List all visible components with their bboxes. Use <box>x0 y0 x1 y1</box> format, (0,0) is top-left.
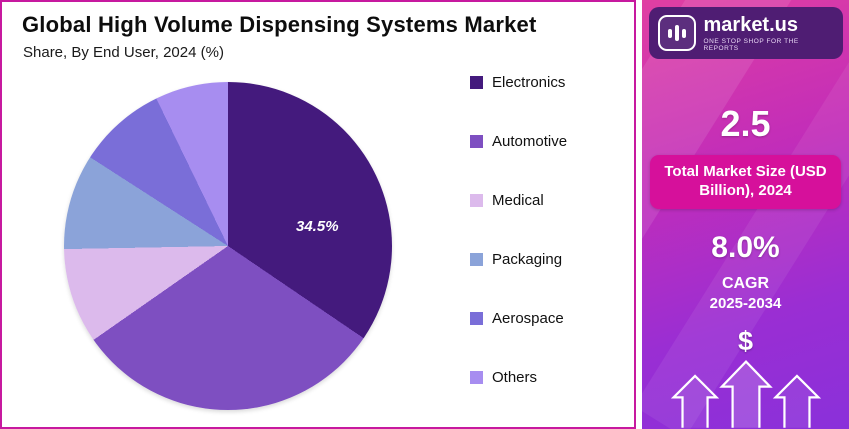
logo-tagline: ONE STOP SHOP FOR THE REPORTS <box>703 37 799 52</box>
legend-label-packaging: Packaging <box>492 251 563 268</box>
legend-item-packaging: Packaging <box>470 251 567 268</box>
electronics-share-label: 34.5% <box>296 218 339 235</box>
chart-title: Global High Volume Dispensing Systems Ma… <box>22 12 537 37</box>
legend-swatch-aerospace <box>470 312 483 325</box>
legend-label-electronics: Electronics <box>492 74 566 91</box>
legend-label-aerospace: Aerospace <box>492 310 564 327</box>
cagr-period: 2025-2034 <box>709 294 782 312</box>
legend: Electronics Automotive Medical Packaging… <box>470 74 567 386</box>
pie-chart <box>64 82 392 410</box>
legend-item-automotive: Automotive <box>470 133 567 150</box>
pie-chart-wrap: 34.5% <box>64 82 392 410</box>
legend-label-others: Others <box>492 369 538 386</box>
legend-swatch-packaging <box>470 253 483 266</box>
legend-swatch-others <box>470 371 483 384</box>
legend-label-medical: Medical <box>492 192 544 209</box>
chart-subtitle: Share, By End User, 2024 (%) <box>23 44 224 61</box>
marketus-logo: market.us ONE STOP SHOP FOR THE REPORTS <box>648 7 843 59</box>
market-size-label: Total Market Size (USD Billion), 2024 <box>650 155 841 209</box>
legend-swatch-medical <box>470 194 483 207</box>
legend-item-others: Others <box>470 369 567 386</box>
market-size-value: 2.5 <box>720 103 771 144</box>
cagr-value: 8.0% <box>711 230 780 264</box>
legend-item-electronics: Electronics <box>470 74 567 91</box>
legend-item-aerospace: Aerospace <box>470 310 567 327</box>
legend-label-automotive: Automotive <box>492 133 568 150</box>
marketus-logo-icon <box>657 15 696 51</box>
growth-arrows-icon <box>670 356 822 429</box>
legend-item-medical: Medical <box>470 192 567 209</box>
logo-title: market.us <box>703 13 799 36</box>
chart-panel: Global High Volume Dispensing Systems Ma… <box>0 0 636 429</box>
sidebar: market.us ONE STOP SHOP FOR THE REPORTS … <box>642 0 849 429</box>
dollar-icon: $ <box>737 325 754 356</box>
legend-swatch-automotive <box>470 135 483 148</box>
legend-swatch-electronics <box>470 76 483 89</box>
cagr-label: CAGR <box>721 274 770 292</box>
